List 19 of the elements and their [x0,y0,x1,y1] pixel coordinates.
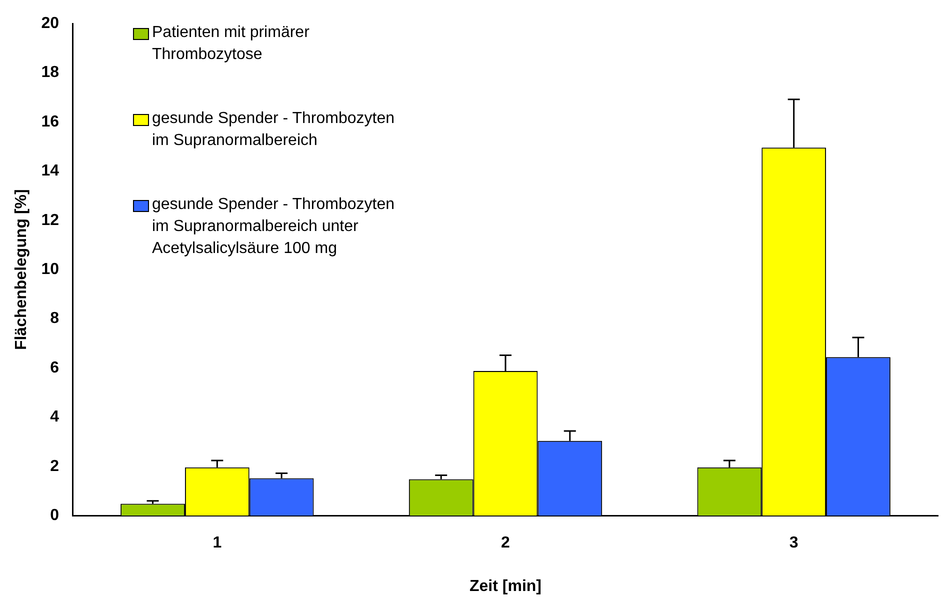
x-axis-title: Zeit [min] [470,578,542,595]
y-tick-label: 18 [41,64,60,82]
y-axis-title: Flächenbelegung [%] [13,189,30,350]
y-tick-label: 4 [50,408,60,426]
y-tick-label: 12 [41,212,60,229]
x-tick-label: 1 [212,534,222,552]
legend-label: Patienten mit primärer Thrombozytose [152,23,310,65]
y-tick-label: 2 [50,458,60,475]
y-tick-label: 14 [41,162,60,180]
y-tick-label: 20 [41,15,60,32]
legend-label: gesunde Spender - Thrombozyten im Supranormalbereich unter Acetylsalicylsäure 100 mg [152,195,396,259]
y-tick-label: 8 [50,310,60,328]
x-tick-label: 3 [789,534,798,552]
y-tick-label: 16 [41,113,60,130]
y-tick-label: 0 [50,507,60,524]
legend-label: gesunde Spender - Thrombozyten im Supranormalbereich [152,109,396,151]
y-tick-label: 6 [50,359,60,376]
x-tick-label: 2 [501,534,510,552]
y-tick-label: 10 [41,261,60,278]
